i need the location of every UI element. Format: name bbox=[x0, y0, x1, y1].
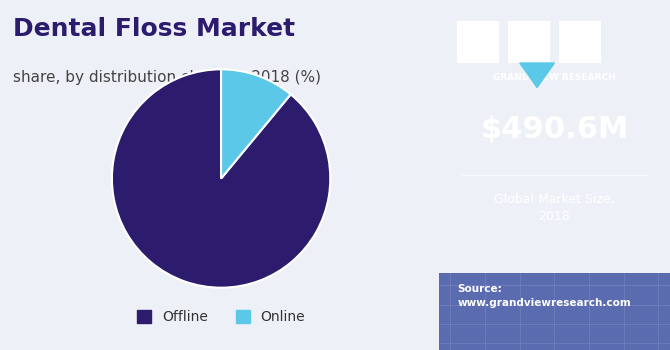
Text: Global Market Size,
2018: Global Market Size, 2018 bbox=[494, 193, 615, 224]
Wedge shape bbox=[221, 69, 291, 178]
Text: share, by distribution channel, 2018 (%): share, by distribution channel, 2018 (%) bbox=[13, 70, 321, 85]
Text: $490.6M: $490.6M bbox=[480, 115, 628, 144]
Bar bbox=[559, 21, 600, 63]
Text: Source:
www.grandviewresearch.com: Source: www.grandviewresearch.com bbox=[458, 284, 631, 308]
Text: Dental Floss Market: Dental Floss Market bbox=[13, 18, 295, 42]
Wedge shape bbox=[112, 69, 330, 288]
Polygon shape bbox=[520, 63, 554, 88]
Bar bbox=[439, 273, 670, 350]
Legend: Offline, Online: Offline, Online bbox=[131, 305, 311, 330]
Text: GRAND VIEW RESEARCH: GRAND VIEW RESEARCH bbox=[493, 74, 616, 83]
Bar bbox=[508, 21, 550, 63]
Bar bbox=[458, 21, 499, 63]
